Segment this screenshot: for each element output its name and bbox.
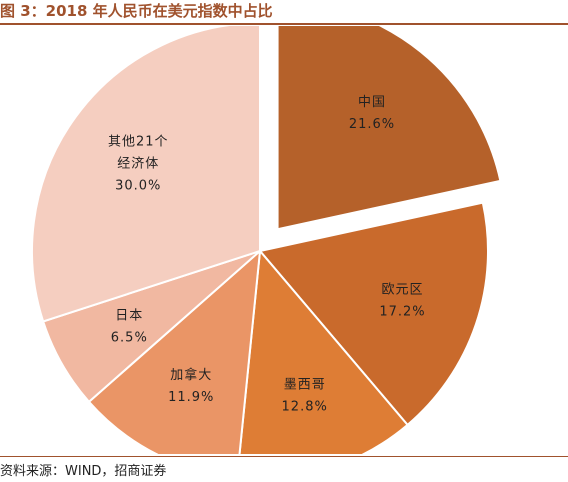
slice-label-4: 日本 6.5% bbox=[111, 309, 148, 346]
pie-slice-1 bbox=[258, 201, 489, 427]
slice-label-0: 中国 21.6% bbox=[349, 95, 395, 132]
title-rule bbox=[0, 23, 568, 25]
pie-slice-3 bbox=[87, 248, 262, 454]
source-rule bbox=[0, 456, 568, 457]
slice-label-2: 墨西哥 12.8% bbox=[282, 378, 328, 415]
slice-label-1: 欧元区 17.2% bbox=[379, 282, 425, 319]
slice-label-3: 加拿大 11.9% bbox=[168, 367, 214, 405]
slice-label-5: 其他21个经济体 30.0% bbox=[108, 135, 169, 194]
figure-title: 图 3：2018 年人民币在美元指数中占比 bbox=[0, 2, 273, 20]
pie-slice-2 bbox=[238, 248, 409, 454]
pie-slice-0 bbox=[276, 26, 502, 231]
pie-chart: 中国 21.6% 欧元区 17.2% 墨西哥 12.8% 加拿大 11.9% 日本 6.5% 其他2… bbox=[31, 26, 502, 454]
pie-slice-5 bbox=[31, 26, 261, 323]
source-note: 资料来源：WIND，招商证券 bbox=[0, 464, 167, 479]
